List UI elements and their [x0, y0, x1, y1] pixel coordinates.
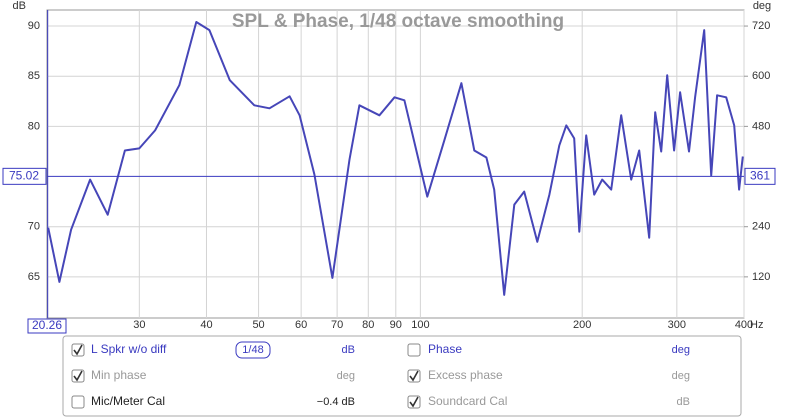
unit-label: dB [342, 344, 355, 356]
series-line [47, 21, 744, 296]
y-tick-label: 90 [28, 20, 40, 32]
x-tick-label: 200 [573, 319, 591, 331]
checkmark [73, 344, 83, 356]
cursor-box [744, 167, 776, 185]
unit-label: deg [672, 344, 690, 356]
checkmark [73, 370, 83, 382]
cursor-y2-label: 361 [750, 169, 770, 183]
y-axis-label: dB [13, 0, 26, 12]
x-tick-label: 90 [390, 319, 402, 331]
unit-label: deg [672, 370, 690, 382]
y2-tick-label: 480 [752, 120, 770, 132]
y-tick-label: 65 [28, 271, 40, 283]
cursor-box [2, 167, 47, 185]
trace-label: L Spkr w/o diff [91, 342, 167, 356]
x-tick-label: 60 [295, 319, 307, 331]
smoothing-label: 1/48 [242, 344, 263, 356]
x-tick-label: 80 [362, 319, 374, 331]
y2-tick-label: 720 [752, 20, 770, 32]
cursor-box [27, 318, 67, 334]
chart-title: SPL & Phase, 1/48 octave smoothing [232, 11, 564, 32]
x-tick-label: 30 [133, 319, 145, 331]
y2-tick-label: 600 [752, 70, 770, 82]
phase-label: Excess phase [428, 368, 503, 382]
unit-label: −0.4 dB [317, 396, 355, 408]
x-tick-label: 70 [331, 319, 343, 331]
x-unit: Hz [750, 319, 763, 331]
checkbox[interactable] [71, 395, 85, 409]
control-panel [62, 335, 742, 417]
trace-label: Mic/Meter Cal [91, 394, 165, 408]
y2-axis-label: deg [753, 0, 771, 12]
unit-label: dB [677, 396, 690, 408]
y2-tick-label: 240 [752, 221, 770, 233]
smoothing-box[interactable] [235, 341, 271, 359]
checkmark [409, 396, 419, 408]
x-tick-label: 400 [735, 319, 753, 331]
checkmark [409, 370, 419, 382]
y-tick-label: 85 [28, 70, 40, 82]
y-tick-label: 80 [28, 120, 40, 132]
checkbox[interactable] [407, 343, 421, 357]
y-tick-label: 70 [28, 221, 40, 233]
cursor-y-label: 75.02 [9, 169, 39, 183]
y2-tick-label: 120 [752, 271, 770, 283]
phase-label: Phase [428, 342, 462, 356]
unit-label: deg [337, 370, 355, 382]
phase-label: Soundcard Cal [428, 394, 507, 408]
x-tick-label: 50 [252, 319, 264, 331]
x-tick-label: 100 [411, 319, 429, 331]
trace-label: Min phase [91, 368, 147, 382]
cursor-x-label: 20.26 [32, 318, 62, 332]
x-tick-label: 300 [668, 319, 686, 331]
x-tick-label: 40 [200, 319, 212, 331]
